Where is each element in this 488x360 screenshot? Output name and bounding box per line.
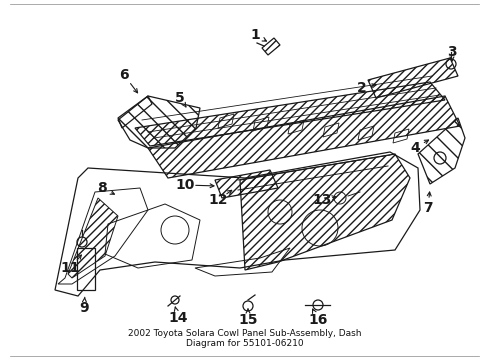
Text: 12: 12 xyxy=(208,193,227,207)
Text: 6: 6 xyxy=(119,68,128,82)
Text: 11: 11 xyxy=(60,261,80,275)
Text: 1: 1 xyxy=(250,28,259,42)
Text: 2002 Toyota Solara Cowl Panel Sub-Assembly, Dash
Diagram for 55101-06210: 2002 Toyota Solara Cowl Panel Sub-Assemb… xyxy=(127,329,361,348)
Text: 16: 16 xyxy=(307,313,327,327)
Text: 7: 7 xyxy=(422,201,432,215)
Text: 3: 3 xyxy=(446,45,456,59)
Text: 2: 2 xyxy=(356,81,366,95)
Text: 5: 5 xyxy=(175,91,184,105)
Text: 8: 8 xyxy=(97,181,107,195)
Text: 9: 9 xyxy=(79,301,89,315)
Text: 15: 15 xyxy=(238,313,257,327)
Text: 4: 4 xyxy=(409,141,419,155)
Text: 14: 14 xyxy=(168,311,187,325)
Text: 10: 10 xyxy=(175,178,194,192)
Text: 13: 13 xyxy=(312,193,331,207)
